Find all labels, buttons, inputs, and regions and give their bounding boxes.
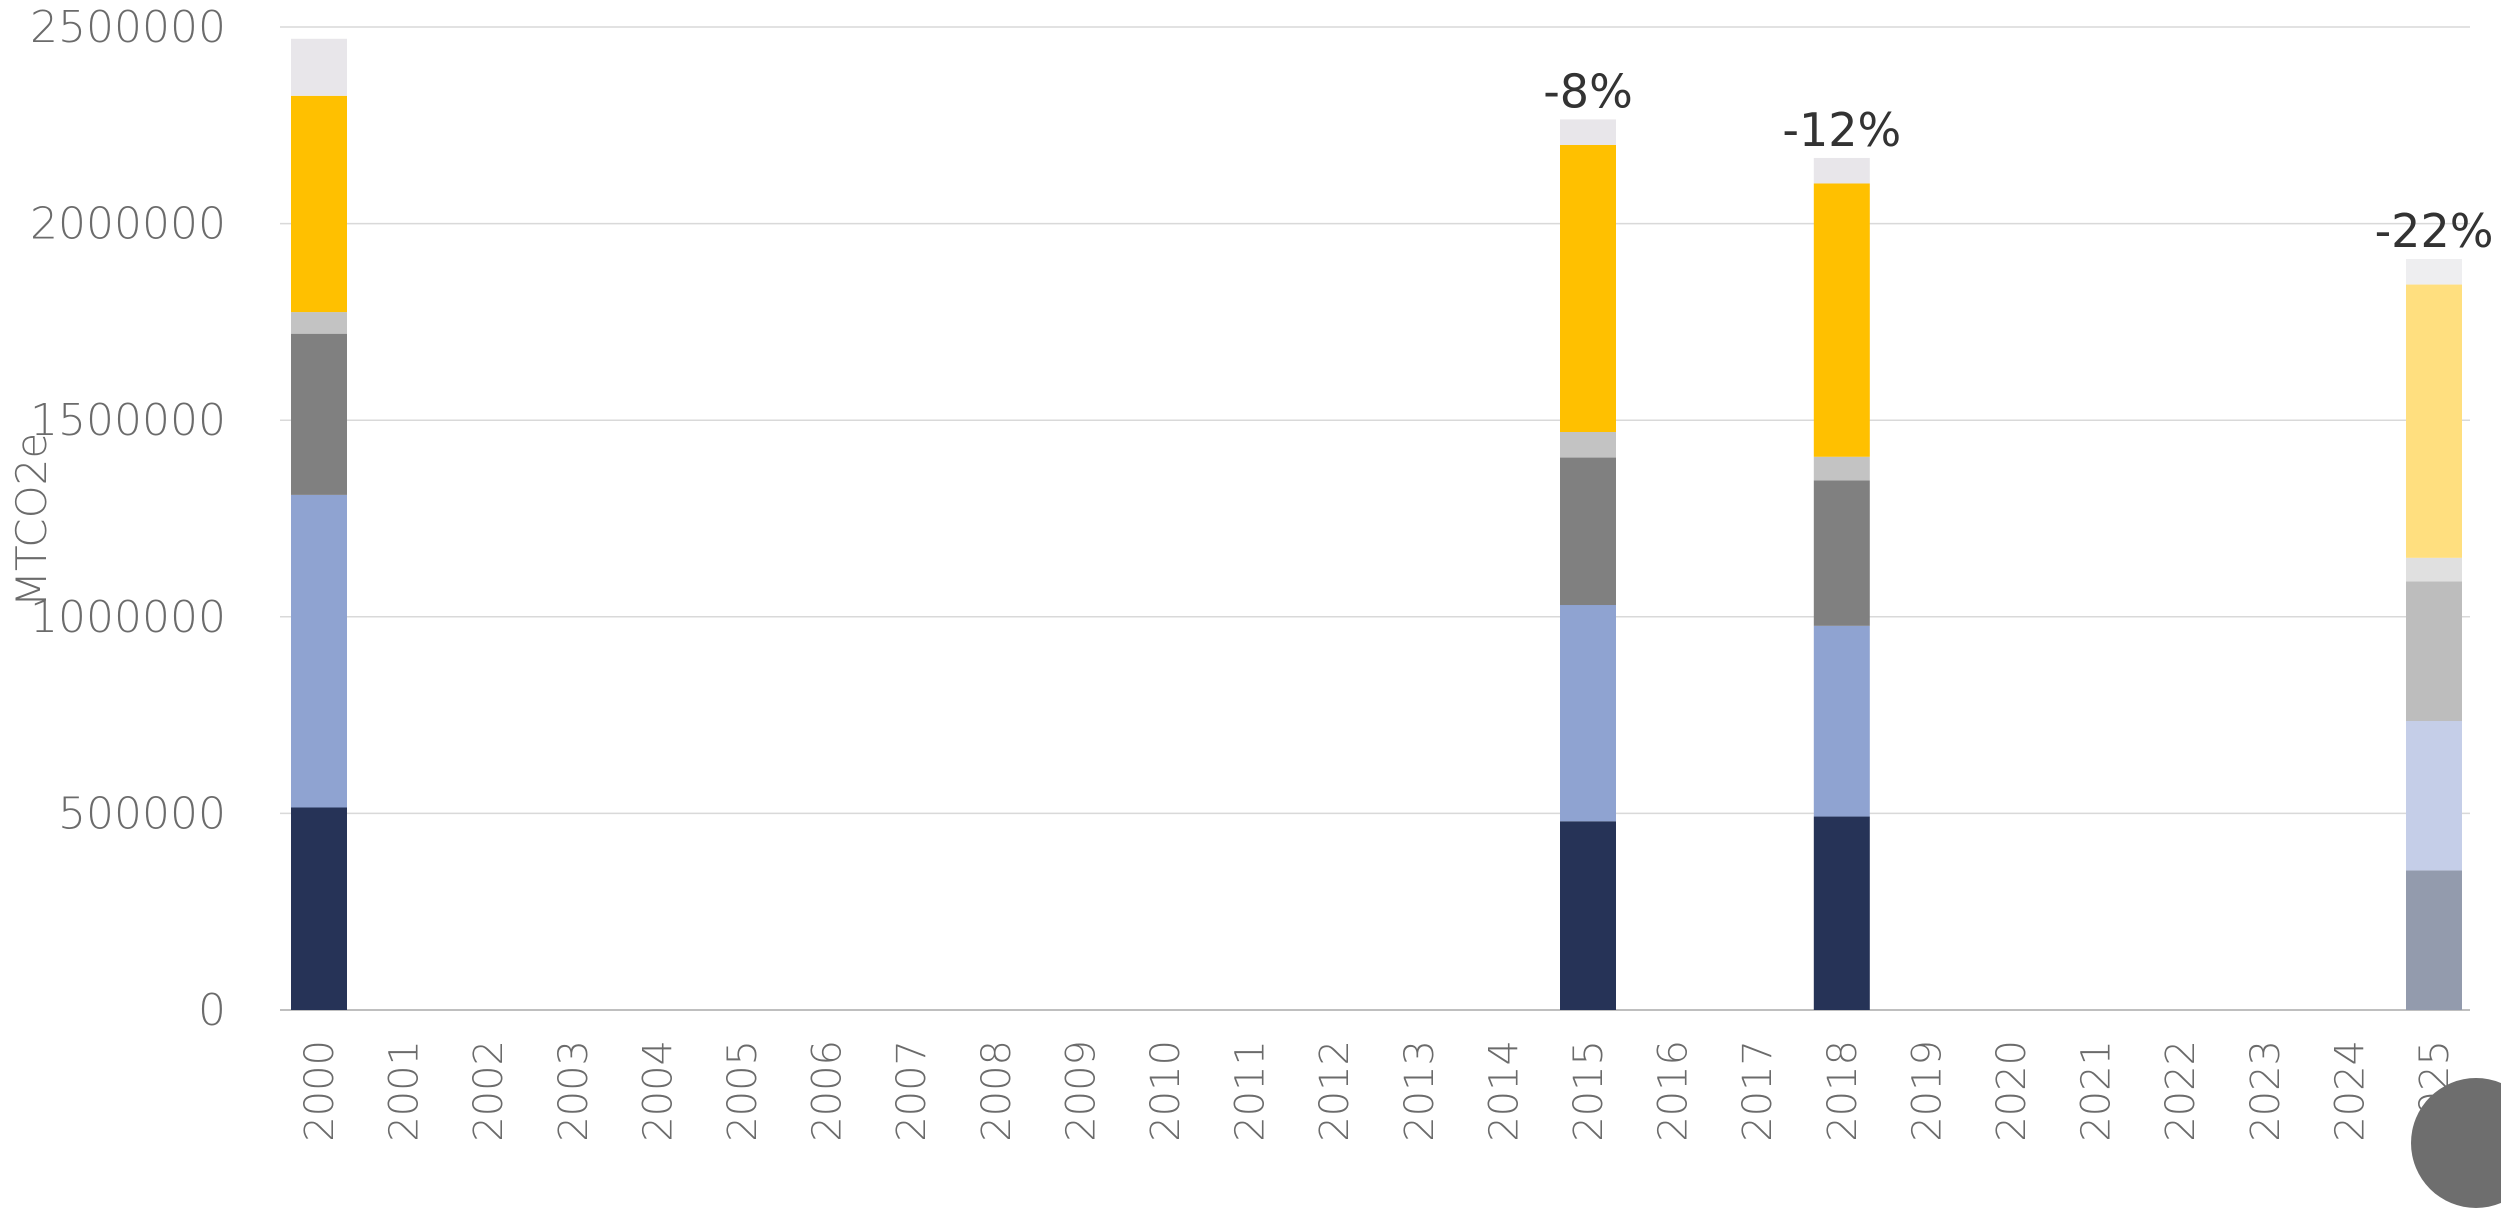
x-tick-label: 2006 [805, 1040, 851, 1142]
y-tick-label: 0 [198, 985, 226, 1036]
bar-segment [1560, 605, 1616, 822]
bar-segment [291, 807, 347, 1010]
bar-segment [1813, 480, 1870, 626]
x-tick-label: 2007 [889, 1040, 935, 1142]
projected-bar-segment [2406, 720, 2462, 871]
bar-segment [1813, 157, 1870, 184]
change-annotation: -8% [1543, 64, 1633, 118]
projected-bar-segment [2406, 870, 2462, 1010]
y-axis-label: MTCO2e [7, 433, 56, 607]
bar-segment [1813, 816, 1870, 1010]
projected-bar-segment [2406, 284, 2462, 558]
x-tick-label: 2012 [1312, 1040, 1358, 1142]
y-tick-label: 2000000 [30, 199, 226, 250]
x-tick-label: 2014 [1481, 1040, 1527, 1142]
bar-segment [291, 494, 347, 808]
x-tick-label: 2018 [1820, 1040, 1866, 1142]
x-tick-label: 2002 [466, 1040, 512, 1142]
y-tick-label: 1500000 [30, 395, 226, 446]
x-tick-label: 2001 [382, 1040, 428, 1142]
projected-bar-segment [2406, 258, 2462, 285]
bar-segment [291, 312, 347, 334]
bar-segment [1560, 431, 1616, 458]
bar-segment [291, 333, 347, 495]
projected-bar-segment [2406, 557, 2462, 582]
x-tick-label: 2022 [2158, 1040, 2204, 1142]
x-tick-label: 2023 [2243, 1040, 2289, 1142]
bar-segment [291, 95, 347, 313]
x-tick-label: 2020 [1989, 1040, 2035, 1142]
bar-segment [1560, 144, 1616, 432]
x-tick-label: 2003 [551, 1040, 597, 1142]
x-tick-label: 2010 [1143, 1040, 1189, 1142]
bar-segment [291, 38, 347, 96]
stacked-bar-chart: MTCO2e 0 500000 1000000 1500000 2000000 25000… [7, 2, 2494, 1142]
x-tick-label: 2019 [1904, 1040, 1950, 1142]
emissions-chart: MTCO2e 0 500000 1000000 1500000 2000000 25000… [7, 2, 2501, 1208]
bar-segment [1560, 821, 1616, 1010]
y-tick-label: 2500000 [30, 2, 226, 53]
projected-bar-segment [2406, 581, 2462, 721]
bar-segment [1560, 119, 1616, 145]
x-tick-label: 2024 [2327, 1040, 2373, 1142]
x-tick-label: 2008 [974, 1040, 1020, 1142]
x-tick-label: 2000 [297, 1040, 343, 1142]
change-annotation: -22% [2375, 204, 2494, 258]
x-tick-label: 2021 [2074, 1040, 2120, 1142]
x-tick-label: 2013 [1397, 1040, 1443, 1142]
x-tick-label: 2017 [1735, 1040, 1781, 1142]
y-tick-label: 1000000 [30, 592, 226, 643]
bar-segment [1813, 183, 1870, 457]
change-annotation: -12% [1782, 103, 1901, 157]
y-tick-label: 500000 [58, 788, 226, 839]
bar-segment [1560, 457, 1616, 606]
x-tick-label: 2004 [635, 1040, 681, 1142]
x-tick-label: 2005 [720, 1040, 766, 1142]
x-tick-label: 2011 [1228, 1040, 1274, 1142]
bar-segment [1813, 456, 1870, 481]
bar-segment [1813, 625, 1870, 817]
x-tick-label: 2009 [1058, 1040, 1104, 1142]
x-tick-label: 2015 [1566, 1040, 1612, 1142]
x-tick-label: 2016 [1651, 1040, 1697, 1142]
